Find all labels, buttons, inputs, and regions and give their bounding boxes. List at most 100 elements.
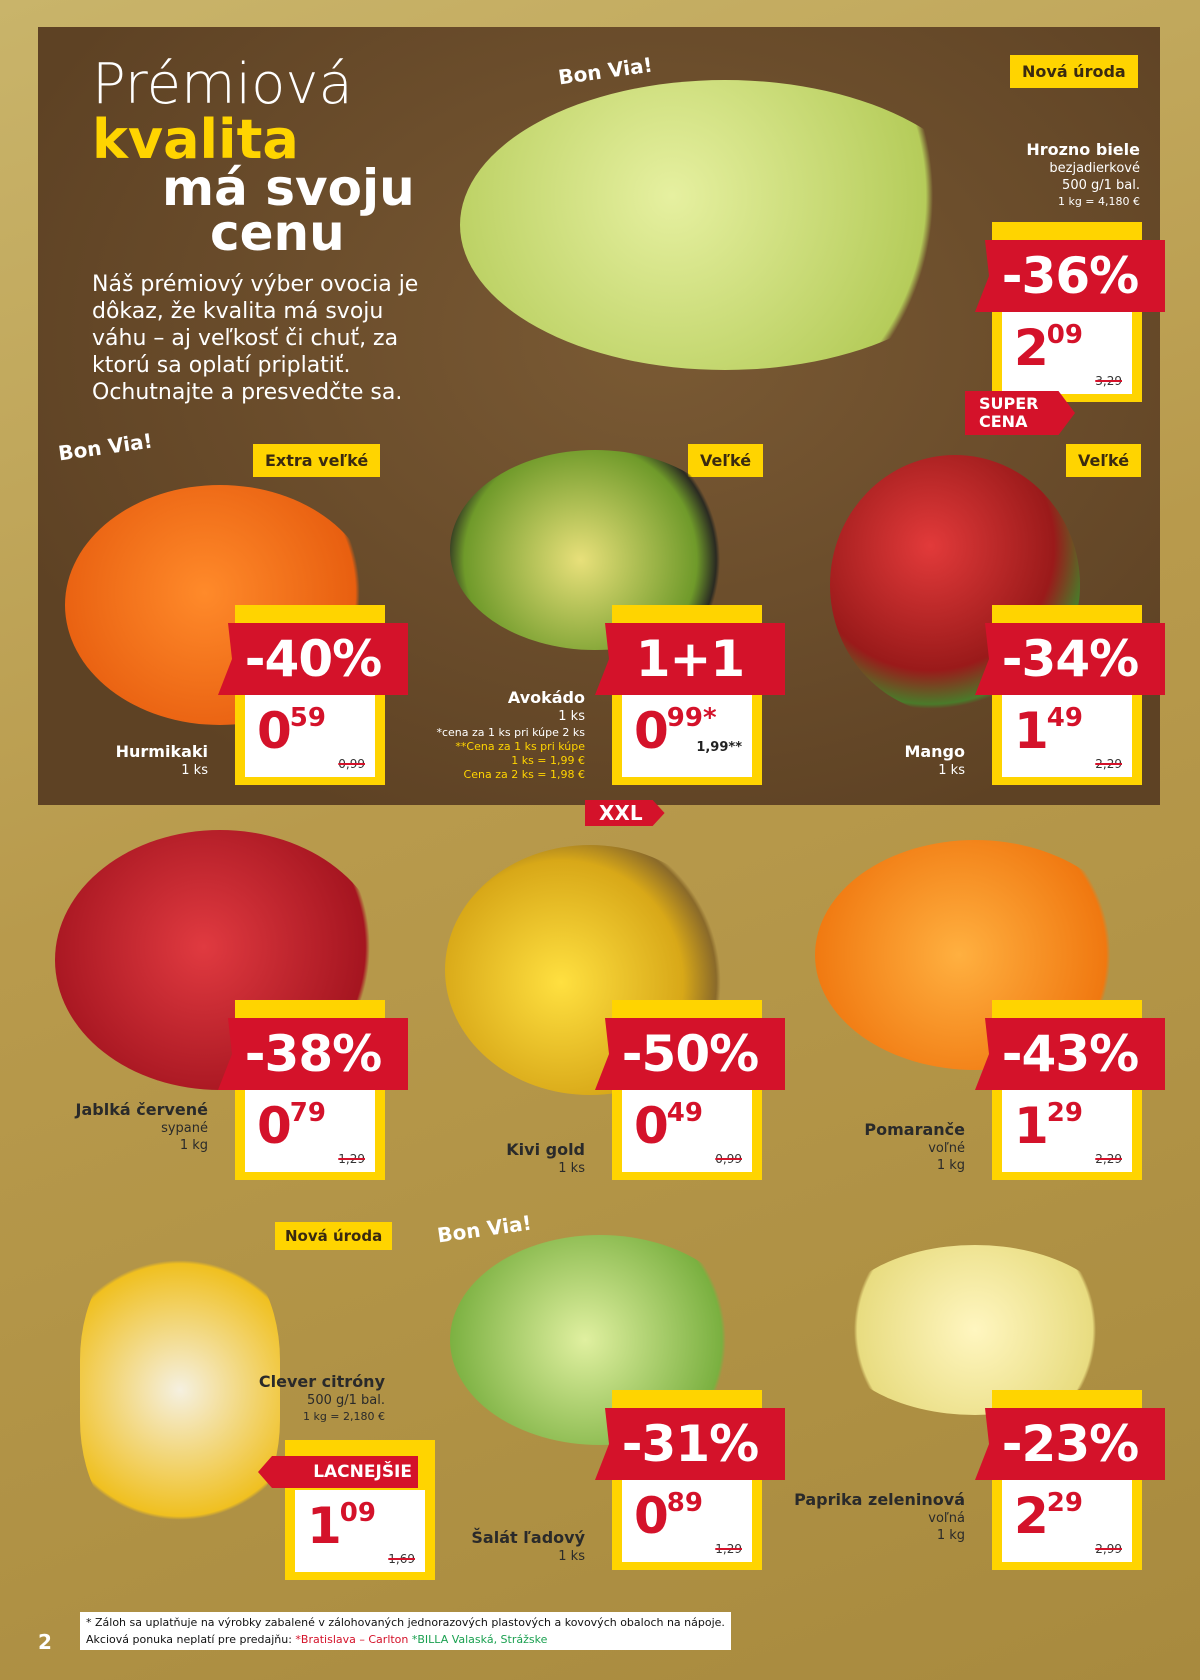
price-cents: 59 <box>289 703 326 733</box>
price-tag: -31% 089 1,29 <box>595 1390 785 1575</box>
old-price: 0,99 <box>338 757 365 771</box>
price-tag: -36% 209 3,29 SUPER CENA <box>965 222 1165 435</box>
old-price: 2,29 <box>1095 1152 1122 1166</box>
product-info: Hrozno biele bezjadierkové 500 g/1 bal. 1 k… <box>900 140 1140 209</box>
discount-banner: -40% <box>218 623 408 695</box>
store-1: *Bratislava – Carlton <box>295 1633 409 1646</box>
price-cents: 89 <box>666 1488 703 1518</box>
product-name: Mango <box>904 742 965 761</box>
price-euros: 2 <box>1014 319 1049 377</box>
price-cents: 49 <box>1046 703 1083 733</box>
price-tag: -34% 149 2,29 <box>975 605 1165 790</box>
footer-note: * Záloh sa uplatňuje na výrobky zabalené… <box>80 1612 731 1650</box>
old-price: 1,69 <box>388 1552 415 1566</box>
flag-velke: Veľké <box>1066 444 1142 477</box>
price-box: 099* 1,99** <box>622 695 752 777</box>
hero-line: cenu <box>210 204 345 262</box>
product-detail: 1 kg <box>936 1158 965 1173</box>
product-name: Pomaranče <box>864 1120 965 1139</box>
hero-line: má svoju <box>162 159 415 217</box>
price-box: 109 1,69 <box>295 1490 425 1572</box>
price-euros: 1 <box>1014 1097 1049 1155</box>
discount-banner: -23% <box>975 1408 1165 1480</box>
price: 209 <box>1014 320 1083 376</box>
price: 049 <box>634 1098 703 1154</box>
product-detail: 1 kg <box>179 1138 208 1153</box>
price-euros: 0 <box>257 1097 292 1155</box>
old-price: 2,29 <box>1095 757 1122 771</box>
product-info: Kivi gold 1 ks <box>385 1140 585 1177</box>
product-detail: 1 ks <box>558 1549 585 1564</box>
flag-nova-uroda: Nová úroda <box>275 1222 393 1250</box>
offer-label: Akciová ponuka neplatí pre predajňu: <box>86 1633 292 1646</box>
product-detail: sypané <box>161 1121 208 1136</box>
product-name: Clever citróny <box>258 1372 385 1391</box>
page-number: 2 <box>38 1630 52 1654</box>
hero-heading: Prémiová kvalita má svoju cenu Náš prémi… <box>92 55 432 406</box>
product-detail: 500 g/1 bal. <box>307 1393 385 1408</box>
product-name: Paprika zeleninová <box>794 1490 965 1509</box>
hero-text: Náš prémiový výber ovocia je dôkaz, že k… <box>92 272 419 405</box>
price-cents: 29 <box>1046 1488 1083 1518</box>
price-note: Cena za 2 ks = 1,98 € <box>463 768 585 781</box>
price-euros: 0 <box>634 702 669 760</box>
product-detail: bezjadierkové <box>1049 161 1140 176</box>
price-cents: 09 <box>1046 320 1083 350</box>
old-price: 2,99 <box>1095 1542 1122 1556</box>
discount-banner: -36% <box>975 240 1165 312</box>
price-cents: 49 <box>666 1098 703 1128</box>
deposit-note: * Záloh sa uplatňuje na výrobky zabalené… <box>86 1616 725 1629</box>
discount-banner: -38% <box>218 1018 408 1090</box>
product-name: Kivi gold <box>506 1140 585 1159</box>
price-euros: 0 <box>634 1487 669 1545</box>
product-name: Šalát ľadový <box>471 1528 585 1547</box>
price-tag: -50% 049 0,99 <box>595 1000 785 1185</box>
price: 089 <box>634 1488 703 1544</box>
old-price: 3,29 <box>1095 374 1122 388</box>
flag-extra-velke: Extra veľké <box>253 444 381 477</box>
price-cents: 99* <box>666 703 717 733</box>
price-tag: -23% 229 2,99 <box>975 1390 1165 1575</box>
price-box: 229 2,99 <box>1002 1480 1132 1562</box>
price-tag: -40% 059 0,99 <box>218 605 408 790</box>
unit-price: 1 kg = 4,180 € <box>1057 195 1140 208</box>
product-info: Šalát ľadový 1 ks <box>385 1528 585 1565</box>
product-name: Hurmikaki <box>115 742 208 761</box>
price-cents: 29 <box>1046 1098 1083 1128</box>
product-info: Avokádo 1 ks *cena za 1 ks pri kúpe 2 ks **… <box>385 688 585 782</box>
price-tag: 1+1 099* 1,99** XXL <box>585 605 785 826</box>
product-detail: 1 ks <box>938 763 965 778</box>
price-tag: LACNEJŠIE 109 1,69 <box>258 1400 458 1585</box>
product-detail: 1 ks <box>558 709 585 724</box>
product-name: Avokádo <box>507 688 585 707</box>
old-price: 1,29 <box>338 1152 365 1166</box>
price: 229 <box>1014 1488 1083 1544</box>
hero-line: Prémiová <box>92 52 353 117</box>
price-euros: 1 <box>1014 702 1049 760</box>
bonvia-logo: Bon Via! <box>435 1210 534 1248</box>
product-detail: 1 ks <box>181 763 208 778</box>
price-cents: 79 <box>289 1098 326 1128</box>
lemons-image <box>80 1240 280 1540</box>
product-info: Hurmikaki 1 ks <box>38 742 208 779</box>
price-box: 079 1,29 <box>245 1090 375 1172</box>
discount-banner: 1+1 <box>595 623 785 695</box>
price: 099* <box>634 703 717 759</box>
product-info: Jablká červené sypané 1 kg <box>38 1100 208 1154</box>
old-price: 0,99 <box>715 1152 742 1166</box>
price: 059 <box>257 703 326 759</box>
hero-line: kvalita <box>92 108 299 171</box>
discount-banner: -50% <box>595 1018 785 1090</box>
price-note: **Cena za 1 ks pri kúpe <box>455 740 585 753</box>
grapes-image <box>460 80 990 370</box>
price-tag: -38% 079 1,29 <box>218 1000 408 1185</box>
product-info: Pomaranče voľné 1 kg <box>760 1120 965 1174</box>
promo-badge: SUPER CENA <box>965 391 1075 435</box>
price-box: 129 2,29 <box>1002 1090 1132 1172</box>
product-name: Jablká červené <box>75 1100 208 1119</box>
price-box: 149 2,29 <box>1002 695 1132 777</box>
discount-banner: -31% <box>595 1408 785 1480</box>
discount-banner: -34% <box>975 623 1165 695</box>
cheaper-label: LACNEJŠIE <box>258 1456 418 1488</box>
product-detail: 1 kg <box>936 1528 965 1543</box>
